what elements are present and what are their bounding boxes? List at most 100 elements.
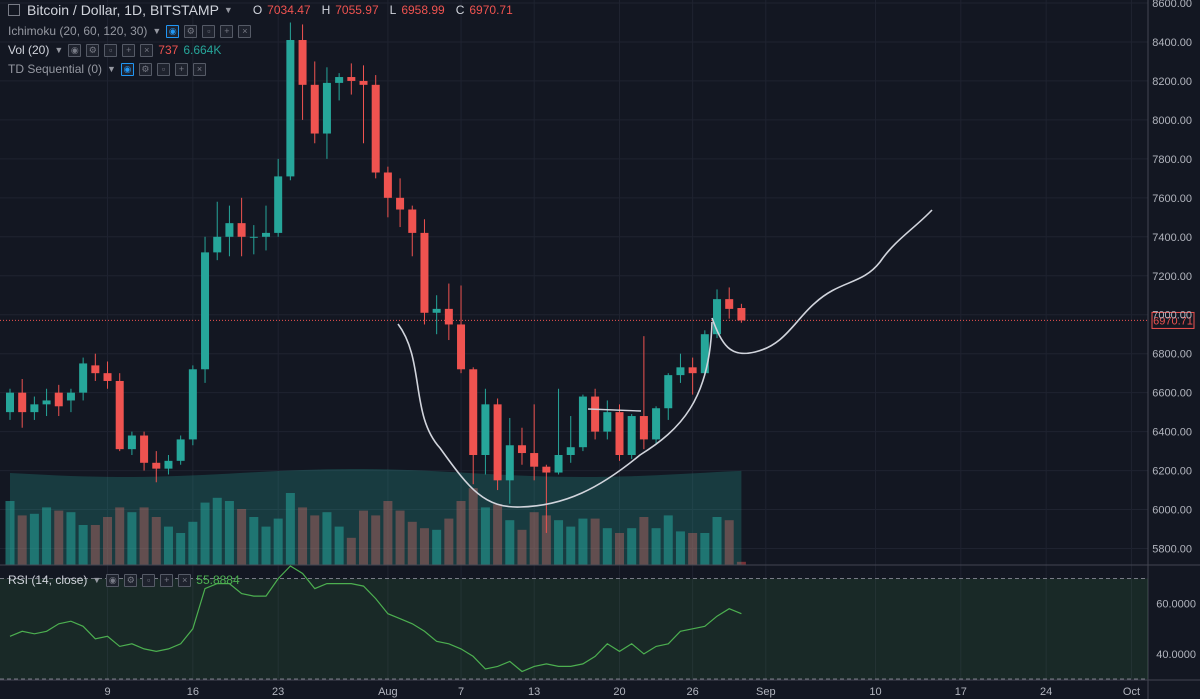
gear-icon[interactable]: ⚙ <box>86 43 100 57</box>
eye-icon[interactable]: ◉ <box>120 62 134 76</box>
candle-body <box>42 400 51 405</box>
candle-body <box>188 369 197 440</box>
add-icon[interactable]: + <box>160 573 174 587</box>
volume-bar <box>103 517 113 565</box>
candle-body <box>249 236 258 238</box>
time-tick-label: Aug <box>378 686 398 698</box>
gear-icon[interactable]: ⚙ <box>124 573 138 587</box>
close-icon[interactable]: × <box>238 24 252 38</box>
td-legend: TD Sequential (0) ▼ ◉ ⚙ ▫ + × <box>8 62 206 76</box>
candle-body <box>713 299 722 335</box>
price-tick-label: 6000.00 <box>1152 505 1192 517</box>
add-icon[interactable]: + <box>174 62 188 76</box>
volume-bar <box>456 501 466 565</box>
price-tick-label: 8400.00 <box>1152 37 1192 49</box>
candle-body <box>164 460 173 469</box>
candle-body <box>664 375 673 409</box>
candle-body <box>127 435 136 450</box>
volume-bar <box>493 504 503 565</box>
lock-icon[interactable]: ▫ <box>142 573 156 587</box>
volume-bar <box>529 512 539 565</box>
chevron-down-icon[interactable]: ▼ <box>107 64 116 74</box>
lock-icon[interactable]: ▫ <box>202 24 216 38</box>
price-tick-label: 6200.00 <box>1152 466 1192 478</box>
volume-bar <box>700 533 710 565</box>
candle-body <box>530 453 539 467</box>
ohlc-close-label: C <box>455 3 465 17</box>
candle-body <box>310 84 319 134</box>
volume-bar <box>675 531 685 565</box>
volume-bar <box>712 517 722 565</box>
volume-bar <box>237 509 247 565</box>
add-icon[interactable]: + <box>122 43 136 57</box>
volume-bar <box>566 526 576 565</box>
candle-body <box>627 416 636 455</box>
volume-bar <box>724 520 734 565</box>
candle-body <box>347 77 356 81</box>
candle-body <box>140 435 149 463</box>
candle-body <box>457 324 466 370</box>
volume-bar <box>322 512 332 565</box>
close-icon[interactable]: × <box>178 573 192 587</box>
eye-icon[interactable]: ◉ <box>106 573 120 587</box>
candle-body <box>66 392 75 401</box>
volume-bar <box>663 515 673 565</box>
candle-body <box>700 334 709 374</box>
ohlc-open-value: 7034.47 <box>267 3 311 17</box>
gear-icon[interactable]: ⚙ <box>184 24 198 38</box>
candle-body <box>79 363 88 393</box>
volume-legend: Vol (20) ▼ ◉ ⚙ ▫ + × 737 6.664K <box>8 43 221 57</box>
candle-body <box>322 82 331 134</box>
close-icon[interactable]: × <box>140 43 154 57</box>
lock-icon[interactable]: ▫ <box>104 43 118 57</box>
chevron-down-icon[interactable]: ▼ <box>152 26 162 36</box>
candle-body <box>737 308 746 321</box>
rsi-band <box>0 578 1148 679</box>
collapse-icon[interactable] <box>8 4 20 16</box>
close-icon[interactable]: × <box>192 62 206 76</box>
volume-ma-area <box>10 469 742 565</box>
chevron-down-icon[interactable]: ▼ <box>223 5 233 15</box>
eye-icon[interactable]: ◉ <box>68 43 82 57</box>
volume-label: Vol (20) <box>8 43 50 57</box>
volume-bar <box>163 526 173 565</box>
candle-body <box>30 404 39 413</box>
lock-icon[interactable]: ▫ <box>156 62 170 76</box>
time-tick-label: 23 <box>272 686 284 698</box>
candle-body <box>444 308 453 325</box>
chevron-down-icon[interactable]: ▼ <box>54 45 64 55</box>
price-tick-label: 6800.00 <box>1152 349 1192 361</box>
volume-bar <box>736 561 746 565</box>
volume-bar <box>407 521 417 565</box>
volume-bar <box>54 510 64 565</box>
volume-value: 737 <box>158 43 179 57</box>
eye-icon[interactable]: ◉ <box>166 24 180 38</box>
candle-body <box>688 367 697 374</box>
volume-bar <box>115 507 125 565</box>
volume-bar <box>541 515 551 565</box>
time-tick-label: 24 <box>1040 686 1052 698</box>
candle-body <box>652 408 661 440</box>
volume-bar <box>505 520 515 565</box>
td-sequential-label: TD Sequential (0) <box>8 62 103 76</box>
candle-body <box>261 232 270 237</box>
rsi-pane: 40.0000 60.0000 <box>0 565 1196 680</box>
volume-bar <box>285 493 295 565</box>
chevron-down-icon[interactable]: ▼ <box>92 575 102 585</box>
volume-bar <box>273 518 283 565</box>
time-tick-label: 7 <box>458 686 464 698</box>
volume-bar <box>346 537 356 565</box>
volume-bar <box>432 529 442 565</box>
ohlc-low-label: L <box>389 3 397 17</box>
candle-body <box>91 365 100 374</box>
rsi-tick-label: 60.0000 <box>1156 599 1196 611</box>
candle-body <box>103 373 112 381</box>
candle-body <box>286 40 295 177</box>
add-icon[interactable]: + <box>220 24 234 38</box>
time-tick-label: Sep <box>756 686 776 698</box>
volume-bar <box>480 507 490 565</box>
volume-bar <box>419 528 429 565</box>
volume-bar <box>78 525 88 565</box>
volume-bar <box>554 520 564 565</box>
gear-icon[interactable]: ⚙ <box>138 62 152 76</box>
